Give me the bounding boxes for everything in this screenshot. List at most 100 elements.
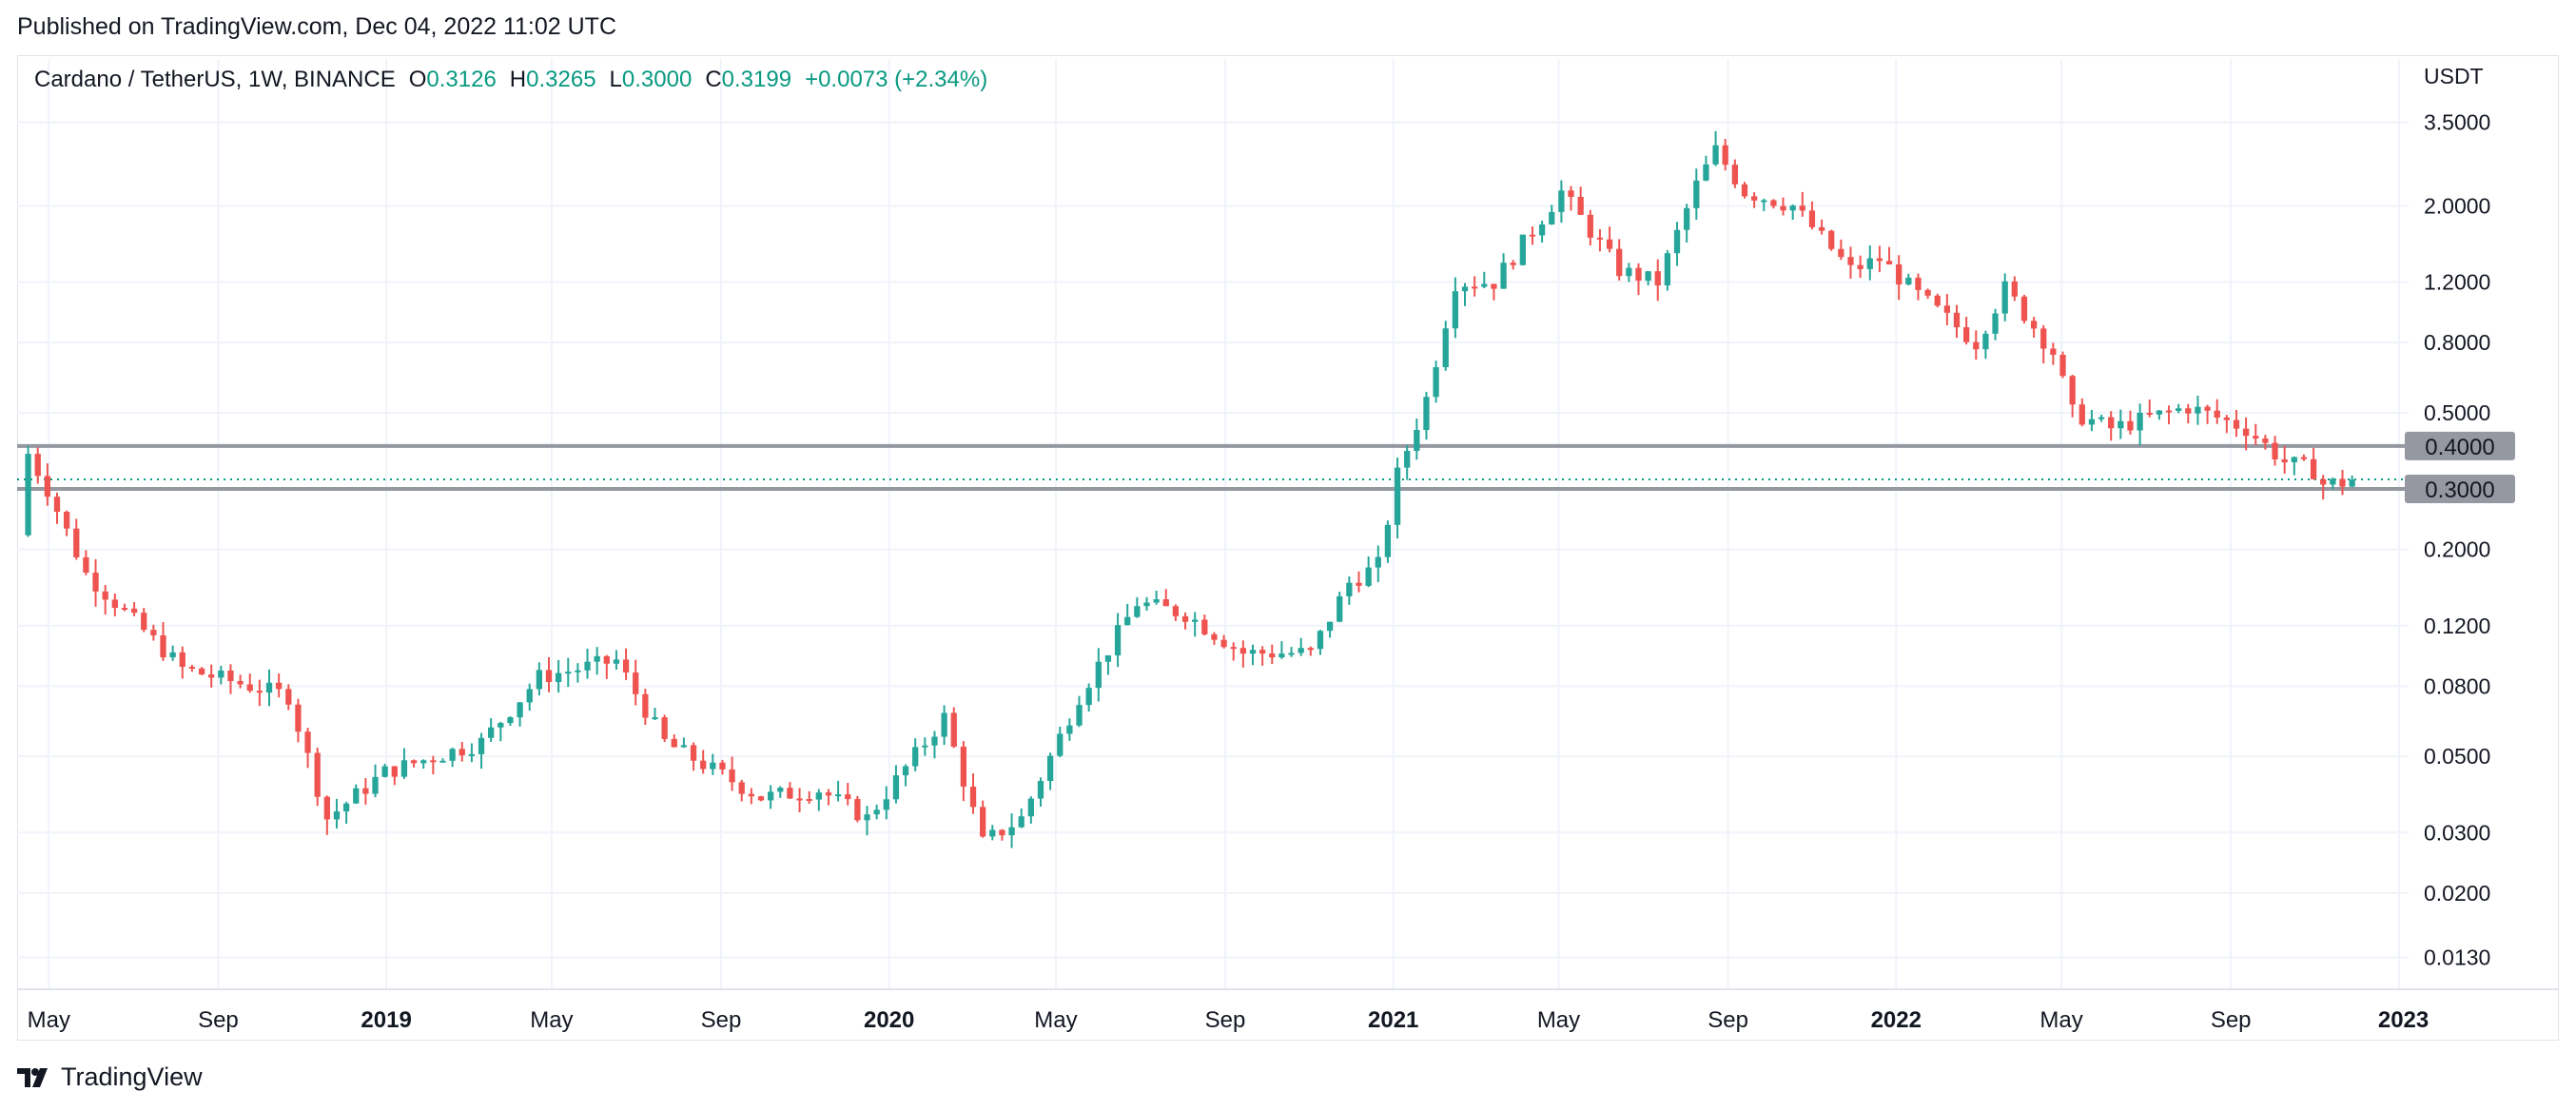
candle-body	[478, 737, 485, 754]
candle-body	[1057, 733, 1064, 756]
candle-body	[1924, 289, 1931, 296]
candle-body	[633, 672, 639, 694]
y-tick-label: 0.0500	[2424, 744, 2490, 769]
candle-body	[2088, 419, 2096, 425]
candle-body	[188, 667, 196, 670]
candle-body	[227, 670, 234, 682]
candle-body	[362, 788, 369, 794]
y-tick-label: 0.0200	[2424, 881, 2490, 906]
candle-body	[1239, 648, 1247, 654]
candle-body	[1568, 190, 1574, 197]
candle-body	[83, 556, 89, 574]
symbol-title: Cardano / TetherUS, 1W, BINANCE	[34, 67, 396, 92]
candle-body	[198, 668, 205, 675]
candle-body	[1992, 313, 1999, 334]
candle-body	[622, 659, 630, 672]
candle-body	[757, 796, 765, 801]
candle-body	[2223, 417, 2230, 420]
candle-body	[642, 693, 649, 718]
candle-body	[2165, 410, 2173, 413]
candle-body	[2272, 442, 2278, 459]
candle-body	[1761, 200, 1767, 203]
candle-body	[545, 670, 553, 683]
level-tag	[2405, 431, 2515, 460]
candle-body	[575, 670, 581, 672]
candle-body	[999, 829, 1005, 836]
candle-body	[1953, 312, 1961, 328]
candle-body	[2281, 458, 2288, 463]
candle-body	[1037, 781, 1044, 799]
candle-body	[1645, 271, 1651, 282]
candle-body	[661, 717, 668, 739]
candle-body	[1307, 648, 1314, 651]
candle-body	[1442, 328, 1449, 368]
candle-body	[63, 512, 70, 529]
candle-body	[1896, 263, 1903, 285]
x-tick-label: Sep	[1205, 1007, 1246, 1033]
candle-body	[729, 769, 735, 783]
candle-body	[1693, 180, 1700, 208]
x-tick-label: Sep	[198, 1007, 239, 1033]
x-tick-label: Sep	[701, 1007, 742, 1033]
y-tick-label: 0.0300	[2424, 820, 2490, 845]
candle-body	[738, 782, 745, 794]
candle-body	[2030, 321, 2038, 329]
candle-body	[1134, 606, 1141, 617]
tradingview-logo-icon	[17, 1067, 48, 1087]
candle-body	[73, 528, 80, 557]
candle-body	[594, 655, 600, 662]
candle-body	[1211, 633, 1218, 640]
candle-body	[449, 749, 456, 761]
candle-body	[1259, 650, 1266, 654]
x-tick-label: 2021	[1368, 1007, 1418, 1033]
candle-body	[2059, 355, 2066, 377]
candle-body	[1606, 239, 1613, 249]
candle-body	[1269, 653, 1276, 658]
candle-body	[459, 749, 465, 756]
footer-branding[interactable]: TradingView	[17, 1062, 203, 1092]
candle-body	[1818, 226, 1825, 231]
candle-body	[1915, 277, 1922, 290]
candle-body	[34, 454, 41, 477]
candle-body	[1558, 190, 1565, 212]
y-tick-label: 1.2000	[2424, 270, 2490, 295]
y-tick-label: 0.8000	[2424, 330, 2490, 355]
high-label: H	[509, 67, 527, 92]
candle-body	[2291, 457, 2297, 463]
x-tick-label: 2022	[1871, 1007, 1922, 1033]
candle-body	[555, 672, 562, 683]
candle-body	[854, 799, 861, 821]
candle-body	[169, 652, 176, 658]
candle-body	[1934, 295, 1941, 306]
candle-body	[1249, 650, 1257, 654]
candle-body	[960, 746, 967, 787]
candle-body	[1577, 196, 1584, 215]
candle-body	[1712, 145, 1719, 165]
candle-body	[53, 497, 61, 513]
candle-body	[1220, 639, 1227, 648]
candle-body	[1356, 582, 1362, 586]
candle-body	[517, 702, 523, 718]
candle-body	[1549, 211, 1555, 224]
candle-body	[1722, 145, 1728, 166]
candle-body	[2300, 457, 2308, 459]
candle-body	[1799, 205, 1805, 211]
candle-body	[111, 599, 118, 609]
candle-body	[1423, 397, 1430, 430]
candle-body	[246, 684, 253, 692]
candle-body	[2001, 281, 2008, 314]
candle-body	[179, 652, 185, 668]
candle-body	[1876, 258, 1883, 262]
chart-pane[interactable]	[17, 55, 2559, 1041]
candle-body	[2020, 296, 2028, 322]
candle-body	[304, 731, 311, 753]
y-tick-label: 0.0130	[2424, 945, 2490, 969]
candle-body	[2204, 406, 2211, 411]
candle-body	[256, 691, 263, 693]
candle-body	[1750, 196, 1758, 201]
candle-body	[507, 717, 514, 724]
candle-body	[1481, 283, 1488, 287]
candle-body	[902, 766, 909, 776]
change-value: +0.0073 (+2.34%)	[805, 67, 988, 92]
